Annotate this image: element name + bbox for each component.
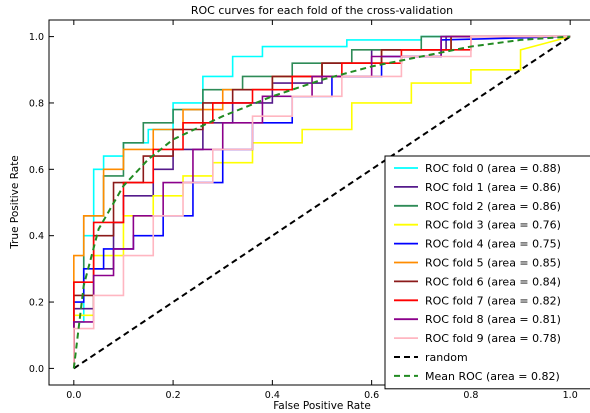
series-layer xyxy=(72,35,571,370)
y-tick-label: 0.4 xyxy=(29,231,44,242)
legend-label: random xyxy=(425,351,468,364)
legend-box xyxy=(384,155,590,390)
x-tick-label: 0.4 xyxy=(265,390,280,401)
legend-label: ROC fold 9 (area = 0.78) xyxy=(425,332,561,345)
x-tick-label: 0.6 xyxy=(364,390,379,401)
legend-label: ROC fold 1 (area = 0.86) xyxy=(425,181,561,194)
x-tick-label: 1.0 xyxy=(563,390,578,401)
y-tick-label: 0.6 xyxy=(29,165,44,176)
legend-label: ROC fold 6 (area = 0.84) xyxy=(425,275,561,288)
legend-label: ROC fold 2 (area = 0.86) xyxy=(425,200,561,213)
legend-label: ROC fold 0 (area = 0.88) xyxy=(425,162,561,175)
x-tick-label: 0.2 xyxy=(166,390,181,401)
roc-series-line-8 xyxy=(73,35,571,369)
chart-title: ROC curves for each fold of the cross-va… xyxy=(191,4,453,17)
y-tick-label: 1.0 xyxy=(29,32,44,43)
roc-series-line-6 xyxy=(73,35,571,369)
ticks-layer: 0.0 0.2 0.4 0.6 0.8 1.0 0.0 0.2 0.4 0.6 0.8 1.0 xyxy=(29,20,578,401)
y-tick-label: 0.2 xyxy=(29,298,44,309)
legend-label: ROC fold 8 (area = 0.81) xyxy=(425,313,561,326)
legend-label: ROC fold 5 (area = 0.85) xyxy=(425,257,561,270)
x-axis-label: False Positive Rate xyxy=(273,400,371,412)
y-tick-label: 0.8 xyxy=(29,98,44,109)
legend: ROC fold 0 (area = 0.88) ROC fold 1 (area… xyxy=(384,155,590,390)
legend-label: Mean ROC (area = 0.82) xyxy=(425,370,560,383)
x-tick-label: 0.8 xyxy=(463,390,478,401)
y-axis-label: True Positive Rate xyxy=(9,155,21,250)
roc-series-line-9 xyxy=(73,35,571,369)
y-tick-label: 0.0 xyxy=(29,364,44,375)
legend-label: ROC fold 7 (area = 0.82) xyxy=(425,294,561,307)
roc-series-line-11 xyxy=(72,35,571,369)
legend-label: ROC fold 4 (area = 0.75) xyxy=(425,238,561,251)
legend-label: ROC fold 3 (area = 0.76) xyxy=(425,219,561,232)
x-tick-label: 0.0 xyxy=(66,390,81,401)
